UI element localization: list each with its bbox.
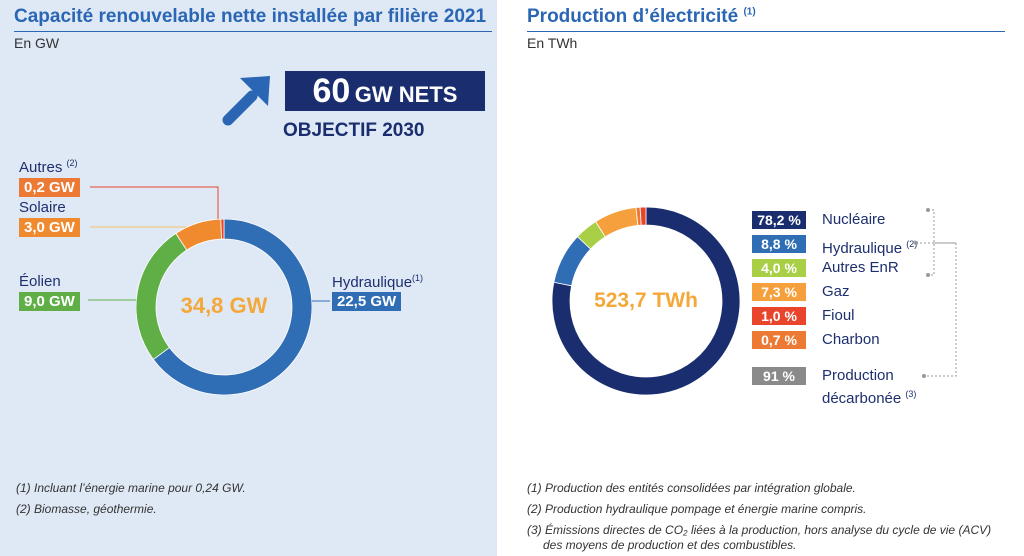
label-solaire: Solaire (19, 199, 66, 216)
right-title-sup: (1) (743, 6, 756, 18)
badge-solaire: 3,0 GW (19, 218, 80, 237)
objective-value-unit: GW NETS (354, 82, 458, 107)
left-title-rule (14, 31, 492, 32)
left-title: Capacité renouvelable nette installée pa… (14, 6, 487, 27)
label-hydraulique-sup: (1) (412, 273, 424, 283)
right-note-1: (1) Production des entités consolidées p… (527, 481, 856, 495)
legend-pct-decarbonee: 91 % (752, 367, 806, 385)
leader-autres (90, 186, 219, 230)
decarbonee-sup: (3) (905, 389, 917, 399)
objective-value: 60 (312, 72, 351, 110)
decarbonee-line2: décarbonée (822, 390, 902, 407)
legend-name-nucleaire: Nucléaire (822, 211, 886, 228)
legend-pct-gaz: 7,3 % (752, 283, 806, 301)
donut-chart-production (552, 207, 740, 395)
label-autres-name: Autres (19, 159, 63, 176)
right-unit: En TWh (527, 35, 578, 51)
slice-fioul (639, 207, 647, 226)
left-unit: En GW (14, 35, 60, 51)
bracket-outer (916, 242, 957, 377)
arrow-up-right-icon (222, 76, 270, 126)
legend-name-charbon: Charbon (822, 331, 880, 348)
right-notes: (1) Production des entités consolidées p… (527, 478, 991, 556)
legend-name-gaz: Gaz (822, 283, 850, 300)
legend-pct-hydraulique: 8,8 % (752, 235, 806, 253)
badge-hydraulique: 22,5 GW (332, 292, 402, 311)
legend-name-hydraulique-sup: (2) (906, 239, 918, 249)
decarbonee-line1: Production (822, 367, 894, 384)
label-autres-sup: (2) (66, 158, 78, 168)
legend-pct-fioul: 1,0 % (752, 307, 806, 325)
objective-box: 60 GW NETS (285, 71, 485, 111)
legend-name-hydraulique-text: Hydraulique (822, 240, 903, 257)
left-note-1: (1) Incluant l’énergie marine pour 0,24 … (16, 481, 246, 495)
label-hydraulique-name: Hydraulique (332, 274, 413, 291)
slice-nucl-aire (552, 207, 740, 395)
legend-name-hydraulique: Hydraulique (2) (822, 235, 917, 258)
legend-pct-autres-enr: 4,0 % (752, 259, 806, 277)
legend-pct-nucleaire: 78,2 % (752, 211, 806, 229)
legend-pct-charbon: 0,7 % (752, 331, 806, 349)
legend-name-fioul: Fioul (822, 307, 855, 324)
label-hydraulique: Hydraulique(1) (332, 273, 423, 291)
right-title-text: Production d’électricité (527, 6, 739, 27)
right-note-3-cont: des moyens de production et des combusti… (543, 538, 797, 552)
donut-right-center: 523,7 TWh (594, 289, 698, 312)
legend-name-autres-enr: Autres EnR (822, 259, 899, 276)
legend-brackets (914, 208, 957, 378)
slice-autres (220, 219, 225, 240)
left-notes: (1) Incluant l’énergie marine pour 0,24 … (16, 478, 246, 520)
donut-left-center: 34,8 GW (180, 293, 268, 318)
legend-name-decarbonee: Production décarbonée (3) (822, 367, 916, 408)
label-autres: Autres (2) (19, 158, 78, 176)
slice-hydraulique (152, 219, 312, 395)
left-leader-lines (88, 186, 330, 302)
badge-eolien: 9,0 GW (19, 292, 80, 311)
right-title-rule (527, 31, 1005, 32)
right-title: Production d’électricité (1) (527, 6, 756, 28)
objective-label: OBJECTIF 2030 (283, 120, 425, 141)
label-eolien: Éolien (19, 273, 61, 290)
left-note-2: (2) Biomasse, géothermie. (16, 502, 157, 516)
badge-autres: 0,2 GW (19, 178, 80, 197)
bracket-inner (928, 209, 935, 276)
right-note-2: (2) Production hydraulique pompage et én… (527, 502, 867, 516)
donut-chart-capacity (136, 219, 312, 395)
right-note-3: (3) Émissions directes de CO₂ liées à la… (527, 523, 992, 537)
